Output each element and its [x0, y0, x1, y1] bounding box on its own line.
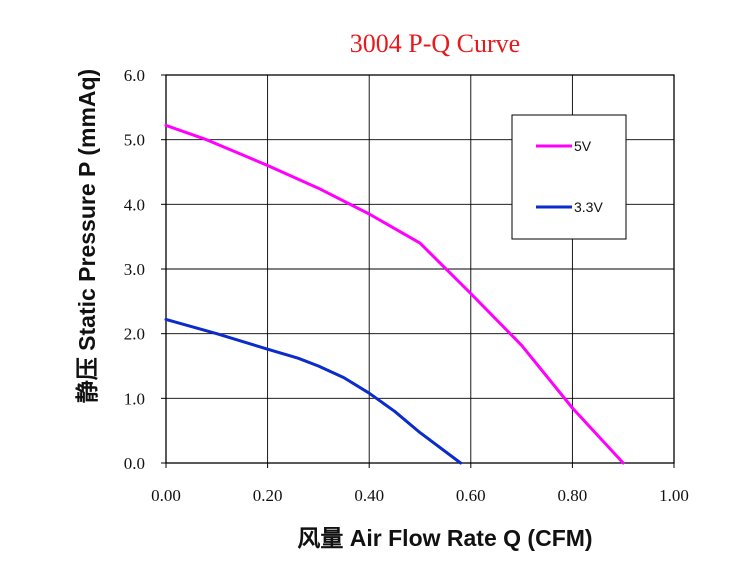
y-axis-label: 静压 Static Pressure P (mmAq) — [74, 69, 100, 403]
y-tick-label: 5.0 — [124, 131, 145, 150]
x-tick-label: 0.40 — [354, 486, 384, 505]
series-line-3-3v — [164, 317, 463, 465]
x-tick-label: 0.00 — [151, 486, 181, 505]
legend-box — [511, 114, 627, 240]
series-line-5v — [164, 123, 625, 465]
y-tick-label: 2.0 — [124, 325, 145, 344]
x-axis-label: 风量 Air Flow Rate Q (CFM) — [297, 525, 592, 551]
y-tick-label: 6.0 — [124, 66, 145, 85]
legend-label-3-3v: 3.3V — [574, 199, 603, 215]
series-layer — [164, 123, 625, 465]
y-tick-label: 4.0 — [124, 195, 145, 214]
x-tick-label: 0.20 — [253, 486, 283, 505]
chart-title: 3004 P-Q Curve — [350, 29, 520, 58]
x-tick-label: 1.00 — [659, 486, 689, 505]
legend: 5V 3.3V — [511, 114, 627, 240]
x-axis-ticks: 0.00 0.20 0.40 0.60 0.80 1.00 — [151, 463, 689, 505]
y-axis-ticks: 0.0 1.0 2.0 3.0 4.0 5.0 6.0 — [124, 66, 166, 473]
x-tick-label: 0.60 — [456, 486, 486, 505]
x-tick-label: 0.80 — [558, 486, 588, 505]
y-tick-label: 0.0 — [124, 454, 145, 473]
legend-label-5v: 5V — [574, 138, 592, 154]
y-tick-label: 3.0 — [124, 260, 145, 279]
y-tick-label: 1.0 — [124, 389, 145, 408]
